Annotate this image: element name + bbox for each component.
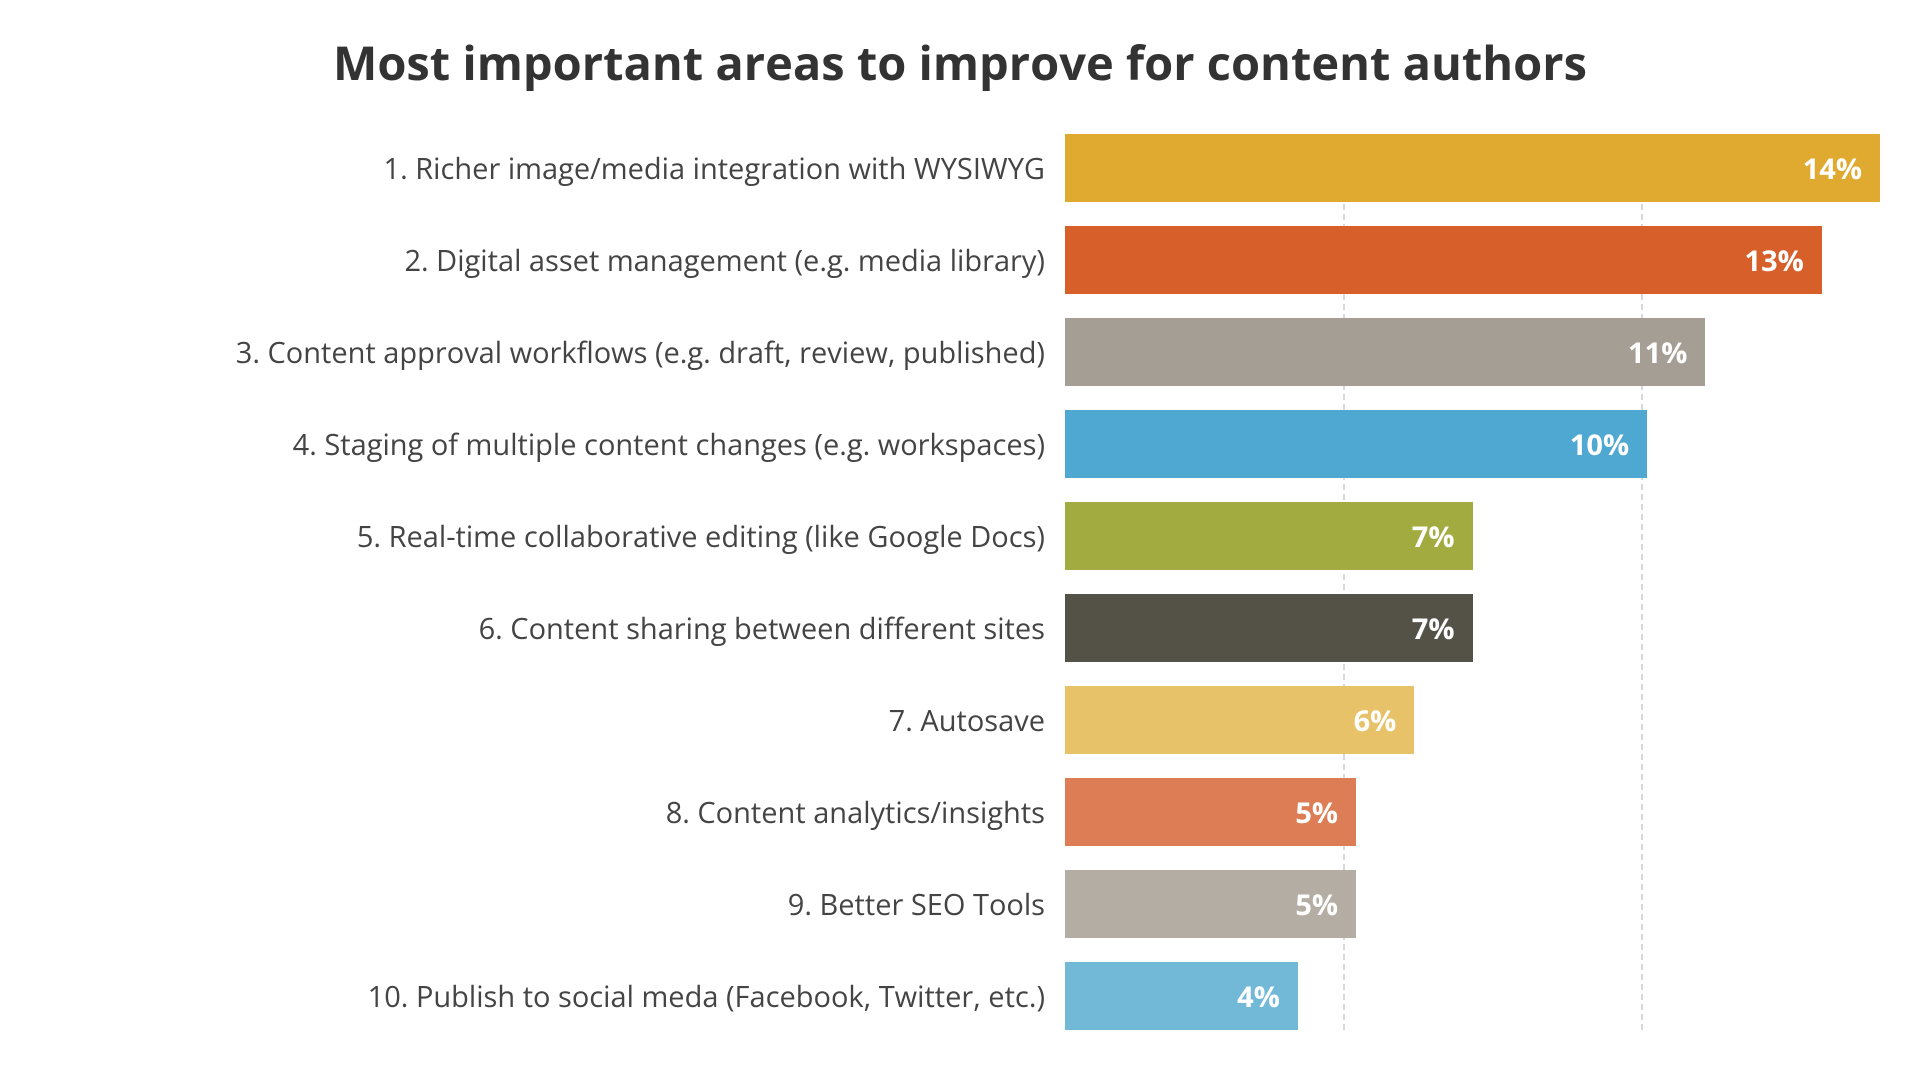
bar-value: 10% — [1570, 425, 1629, 464]
bar-cell: 13% — [1065, 226, 1880, 294]
bar-label: 7. Autosave — [40, 701, 1065, 740]
bar-cell: 7% — [1065, 502, 1880, 570]
chart-row: 9. Better SEO Tools 5% — [40, 870, 1880, 938]
bar: 4% — [1065, 962, 1298, 1030]
chart-row: 3. Content approval workflows (e.g. draf… — [40, 318, 1880, 386]
bar-value: 7% — [1412, 517, 1455, 556]
bar: 11% — [1065, 318, 1705, 386]
bar: 5% — [1065, 778, 1356, 846]
bar-cell: 10% — [1065, 410, 1880, 478]
bar-label: 1. Richer image/media integration with W… — [40, 149, 1065, 188]
bar-value: 7% — [1412, 609, 1455, 648]
bar-cell: 4% — [1065, 962, 1880, 1030]
bar-label: 10. Publish to social meda (Facebook, Tw… — [40, 977, 1065, 1016]
chart-row: 7. Autosave 6% — [40, 686, 1880, 754]
chart-container: Most important areas to improve for cont… — [0, 0, 1920, 1080]
bar: 13% — [1065, 226, 1822, 294]
chart-row: 1. Richer image/media integration with W… — [40, 134, 1880, 202]
chart-row: 8. Content analytics/insights 5% — [40, 778, 1880, 846]
bar: 14% — [1065, 134, 1880, 202]
bar-value: 6% — [1354, 701, 1397, 740]
bar-value: 5% — [1295, 793, 1338, 832]
bar: 10% — [1065, 410, 1647, 478]
bar-value: 11% — [1628, 333, 1687, 372]
bar-value: 5% — [1295, 885, 1338, 924]
bar-label: 5. Real-time collaborative editing (like… — [40, 517, 1065, 556]
chart-row: 2. Digital asset management (e.g. media … — [40, 226, 1880, 294]
bar-cell: 11% — [1065, 318, 1880, 386]
bar-label: 9. Better SEO Tools — [40, 885, 1065, 924]
bar: 7% — [1065, 594, 1473, 662]
bar-value: 14% — [1803, 149, 1862, 188]
bar-cell: 14% — [1065, 134, 1880, 202]
bar-label: 2. Digital asset management (e.g. media … — [40, 241, 1065, 280]
bar-cell: 5% — [1065, 778, 1880, 846]
bar-chart: 1. Richer image/media integration with W… — [40, 134, 1880, 1030]
chart-row: 6. Content sharing between different sit… — [40, 594, 1880, 662]
bar: 5% — [1065, 870, 1356, 938]
chart-title: Most important areas to improve for cont… — [40, 30, 1880, 94]
chart-row: 4. Staging of multiple content changes (… — [40, 410, 1880, 478]
bar-value: 4% — [1237, 977, 1280, 1016]
bar-cell: 7% — [1065, 594, 1880, 662]
bar-label: 8. Content analytics/insights — [40, 793, 1065, 832]
bar-label: 4. Staging of multiple content changes (… — [40, 425, 1065, 464]
chart-row: 10. Publish to social meda (Facebook, Tw… — [40, 962, 1880, 1030]
bar: 7% — [1065, 502, 1473, 570]
bar-label: 3. Content approval workflows (e.g. draf… — [40, 333, 1065, 372]
bar-value: 13% — [1744, 241, 1803, 280]
bar-cell: 6% — [1065, 686, 1880, 754]
bar-cell: 5% — [1065, 870, 1880, 938]
chart-row: 5. Real-time collaborative editing (like… — [40, 502, 1880, 570]
bar: 6% — [1065, 686, 1414, 754]
bar-label: 6. Content sharing between different sit… — [40, 609, 1065, 648]
